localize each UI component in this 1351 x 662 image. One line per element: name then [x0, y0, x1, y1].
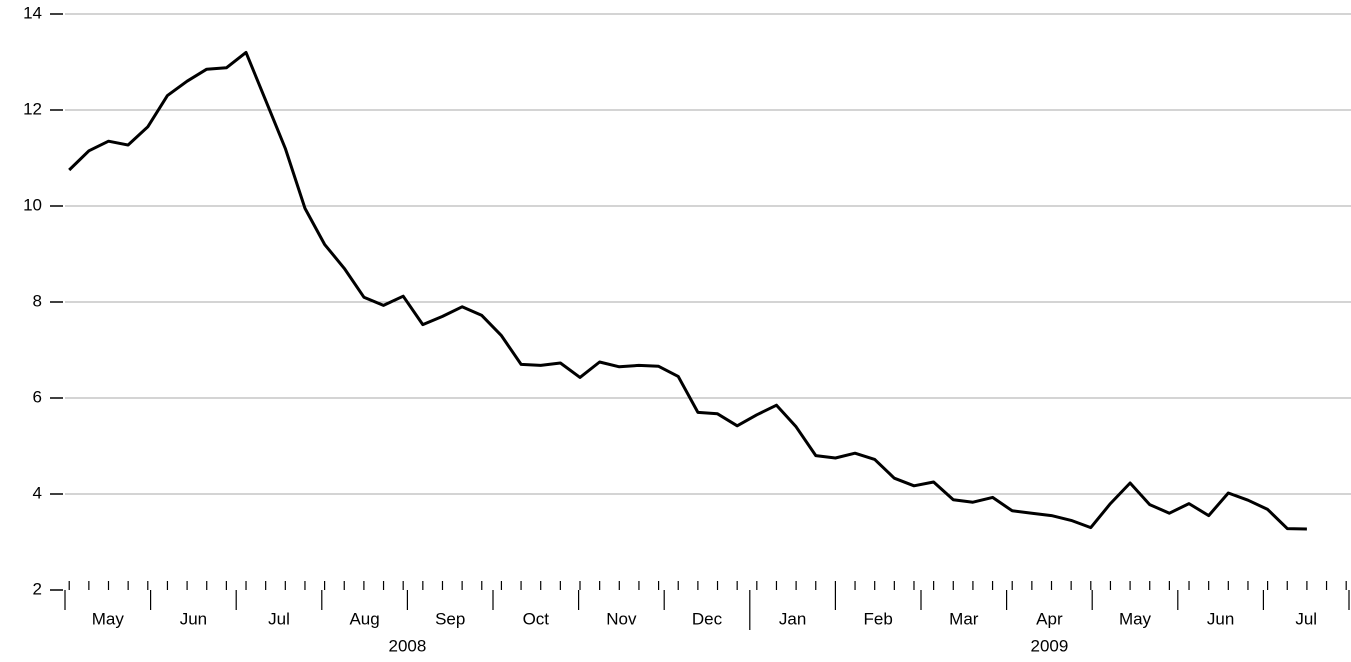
year-label: 2008	[388, 636, 426, 655]
data-line	[68, 50, 1307, 531]
y-tick-label: 10	[23, 195, 42, 214]
x-tick-label: Jan	[779, 609, 806, 628]
x-tick-label: Dec	[692, 609, 723, 628]
x-tick-label: Aug	[349, 609, 379, 628]
x-tick-label: Oct	[523, 609, 550, 628]
x-tick-label: Jul	[1295, 609, 1317, 628]
x-tick-label: Apr	[1036, 609, 1063, 628]
x-tick-label: Sep	[435, 609, 465, 628]
x-tick-label: May	[92, 609, 125, 628]
y-tick-label: 14	[23, 3, 42, 22]
x-tick-label: Feb	[864, 609, 893, 628]
x-tick-label: Mar	[949, 609, 979, 628]
x-tick-label: Jun	[180, 609, 207, 628]
year-label: 2009	[1030, 636, 1068, 655]
x-tick-label: May	[1119, 609, 1152, 628]
y-tick-label: 6	[33, 387, 42, 406]
y-tick-label: 2	[33, 579, 42, 598]
x-tick-label: Jul	[268, 609, 290, 628]
y-tick-label: 8	[33, 291, 42, 310]
y-tick-label: 4	[33, 483, 42, 502]
x-tick-label: Nov	[606, 609, 637, 628]
y-tick-label: 12	[23, 99, 42, 118]
x-tick-label: Jun	[1207, 609, 1234, 628]
